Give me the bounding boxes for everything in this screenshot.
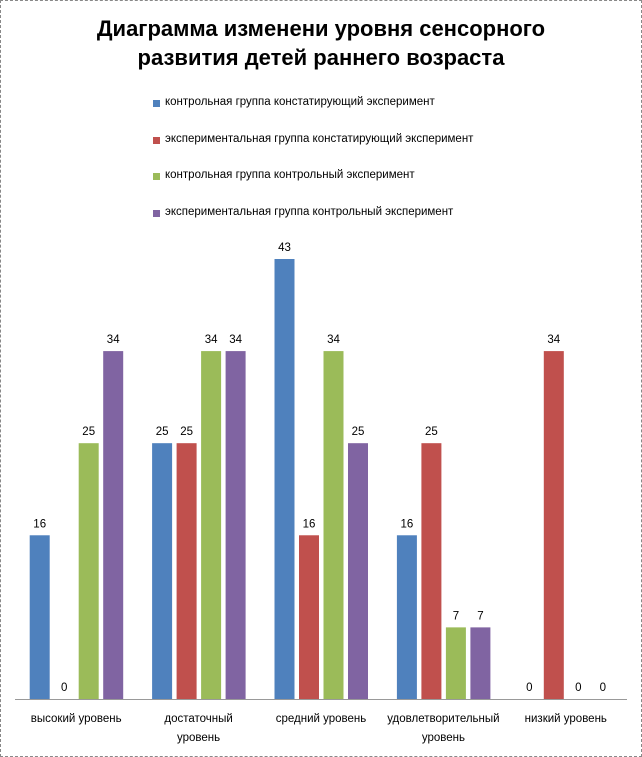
legend-item: контрольная группа констатирующий экспер… <box>153 96 473 133</box>
legend-swatch <box>153 173 160 180</box>
data-label: 34 <box>327 334 340 346</box>
x-tick-label: уровень <box>422 732 465 744</box>
bar <box>396 535 417 699</box>
legend-label: контрольная группа контрольный экспериме… <box>165 169 415 181</box>
chart-title-line-2: развития детей раннего возраста <box>137 45 505 70</box>
data-label: 16 <box>33 518 46 530</box>
legend-item: экспериментальная группа контрольный экс… <box>153 206 473 243</box>
bar <box>103 351 124 699</box>
bar <box>274 259 295 699</box>
legend-swatch <box>153 100 160 107</box>
bar <box>470 627 491 699</box>
data-label: 25 <box>82 426 95 438</box>
legend-swatch <box>153 209 160 217</box>
chart-legend: контрольная группа констатирующий экспер… <box>153 96 473 242</box>
bar <box>323 351 344 699</box>
data-label: 34 <box>205 334 218 346</box>
bar <box>176 443 197 699</box>
legend-item: экспериментальная группа констатирующий … <box>153 133 473 170</box>
legend-label: экспериментальная группа констатирующий … <box>165 132 474 145</box>
bar <box>348 443 368 699</box>
data-label: 25 <box>180 426 193 438</box>
x-tick-label: уровень <box>177 732 220 744</box>
x-tick-label: высокий уровень <box>31 713 122 725</box>
bar <box>201 351 222 699</box>
data-label: 16 <box>401 518 414 530</box>
data-label: 34 <box>107 334 120 346</box>
bar <box>445 627 466 699</box>
legend-item: контрольная группа контрольный экспериме… <box>153 169 473 206</box>
data-label: 25 <box>156 426 169 438</box>
data-label: 0 <box>61 682 67 694</box>
legend-label: контрольная группа констатирующий экспер… <box>165 96 435 108</box>
data-label: 43 <box>278 242 291 254</box>
x-tick-label: средний уровень <box>276 713 367 725</box>
data-label: 25 <box>425 426 438 438</box>
bar <box>29 535 50 699</box>
data-label: 34 <box>547 334 560 346</box>
data-label: 0 <box>600 682 606 694</box>
legend-label: экспериментальная группа контрольный экс… <box>165 205 454 218</box>
bar <box>299 535 319 699</box>
bar <box>543 351 564 699</box>
chart-title: Диаграмма изменени уровня сенсорного раз… <box>0 14 642 72</box>
data-label: 34 <box>229 334 242 346</box>
bar <box>421 443 442 699</box>
data-label: 16 <box>303 518 316 530</box>
data-label: 0 <box>575 682 581 694</box>
bar <box>152 443 173 699</box>
x-tick-label: достаточный <box>164 713 232 725</box>
data-label: 7 <box>453 610 459 622</box>
x-tick-label: удовлетворительный <box>387 713 499 725</box>
bar <box>78 443 99 699</box>
bar <box>225 351 246 699</box>
data-label: 25 <box>352 426 365 438</box>
data-label: 7 <box>477 610 483 622</box>
chart-title-line-1: Диаграмма изменени уровня сенсорного <box>96 16 546 41</box>
x-tick-label: низкий уровень <box>525 713 607 725</box>
data-label: 0 <box>526 682 532 694</box>
legend-swatch <box>153 136 160 144</box>
